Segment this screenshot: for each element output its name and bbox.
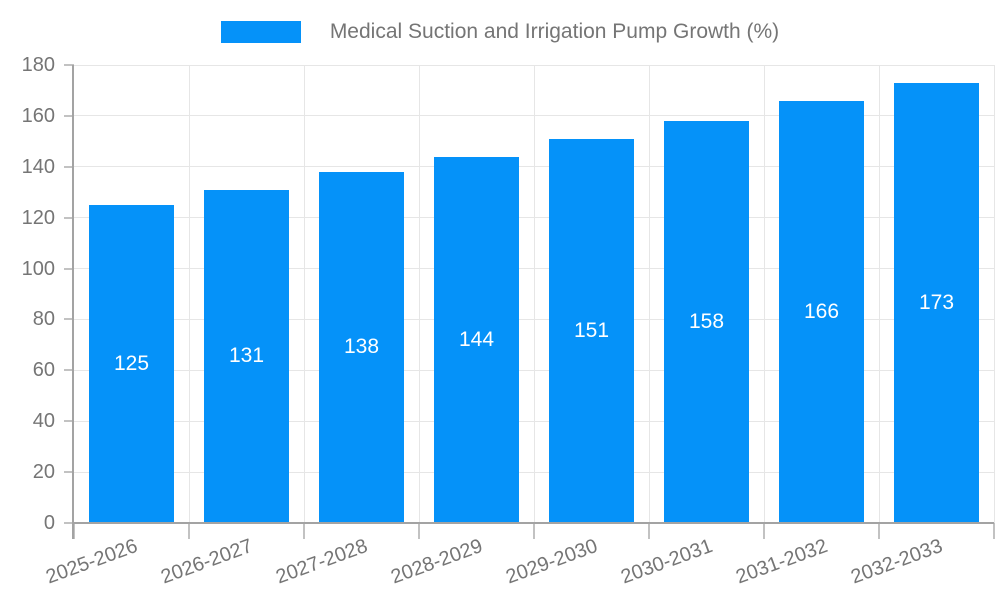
x-axis-tick [73,523,75,539]
plot-area: 0 20 40 60 80 100 120 140 160 180 125 2025-2026 131 2… [22,54,995,588]
x-axis-line [72,522,994,524]
x-axis-label: 2031-2032 [732,535,831,589]
x-axis-label: 2028-2029 [387,535,486,589]
y-axis-label: 100 [21,257,55,280]
y-axis-tick [64,420,74,423]
x-axis-label: 2026-2027 [157,535,256,589]
y-axis-label: 0 [43,512,55,534]
gridline-vertical [533,65,535,523]
bar-value-label: 138 [343,335,380,359]
bar-value-label: 125 [113,351,150,375]
bar-value-label: 173 [918,290,955,314]
y-axis-label: 20 [32,461,55,484]
bar [894,82,979,523]
y-axis-tick [64,522,74,524]
bar [664,120,749,523]
gridline-vertical [188,65,190,523]
bar [319,171,404,523]
x-axis-label: 2029-2030 [502,535,601,589]
y-axis-tick [64,267,74,270]
gridline-vertical [648,65,650,523]
bar [89,204,174,523]
x-axis-tick [878,523,880,539]
y-axis-tick [64,216,74,219]
bar-value-label: 151 [573,318,610,342]
legend-swatch [220,21,301,43]
bar-value-label: 144 [458,327,495,351]
bar [434,156,519,523]
legend-label: Medical Suction and Irrigation Pump Grow… [329,20,780,43]
y-axis-tick [64,64,74,66]
gridline-vertical [418,65,420,523]
y-axis-label: 80 [32,308,55,331]
x-axis-tick [763,523,765,539]
y-axis-label: 180 [21,54,55,76]
x-axis-label: 2032-2033 [847,535,946,589]
x-axis-label: 2027-2028 [272,535,371,589]
y-axis-label: 120 [21,206,55,229]
bar [779,100,864,523]
y-axis-label: 60 [32,359,55,382]
y-axis-label: 140 [21,155,55,178]
x-axis-tick [418,523,420,539]
y-axis-tick [64,165,74,168]
y-axis-label: 40 [32,410,55,433]
gridline-vertical [993,65,995,523]
y-axis-tick [64,114,74,117]
y-axis-label: 160 [21,104,55,127]
x-axis-tick [993,523,995,539]
bar [549,138,634,523]
x-axis-tick [533,523,535,539]
bar-value-label: 166 [803,299,840,323]
y-axis-line [72,65,74,539]
y-axis-tick [64,471,74,474]
bar-value-label: 158 [688,309,725,333]
gridline-vertical [878,65,880,523]
y-axis-tick [64,318,74,321]
gridline-vertical [303,65,305,523]
x-axis-tick [188,523,190,539]
x-axis-tick [303,523,305,539]
x-axis-tick [648,523,650,539]
bar-value-label: 131 [228,344,265,368]
gridline-vertical [763,65,765,523]
x-axis-label: 2030-2031 [617,535,716,589]
y-axis-tick [64,369,74,372]
bar [204,189,289,523]
x-axis-label: 2025-2026 [42,535,141,589]
legend[interactable]: Medical Suction and Irrigation Pump Grow… [0,20,1000,44]
